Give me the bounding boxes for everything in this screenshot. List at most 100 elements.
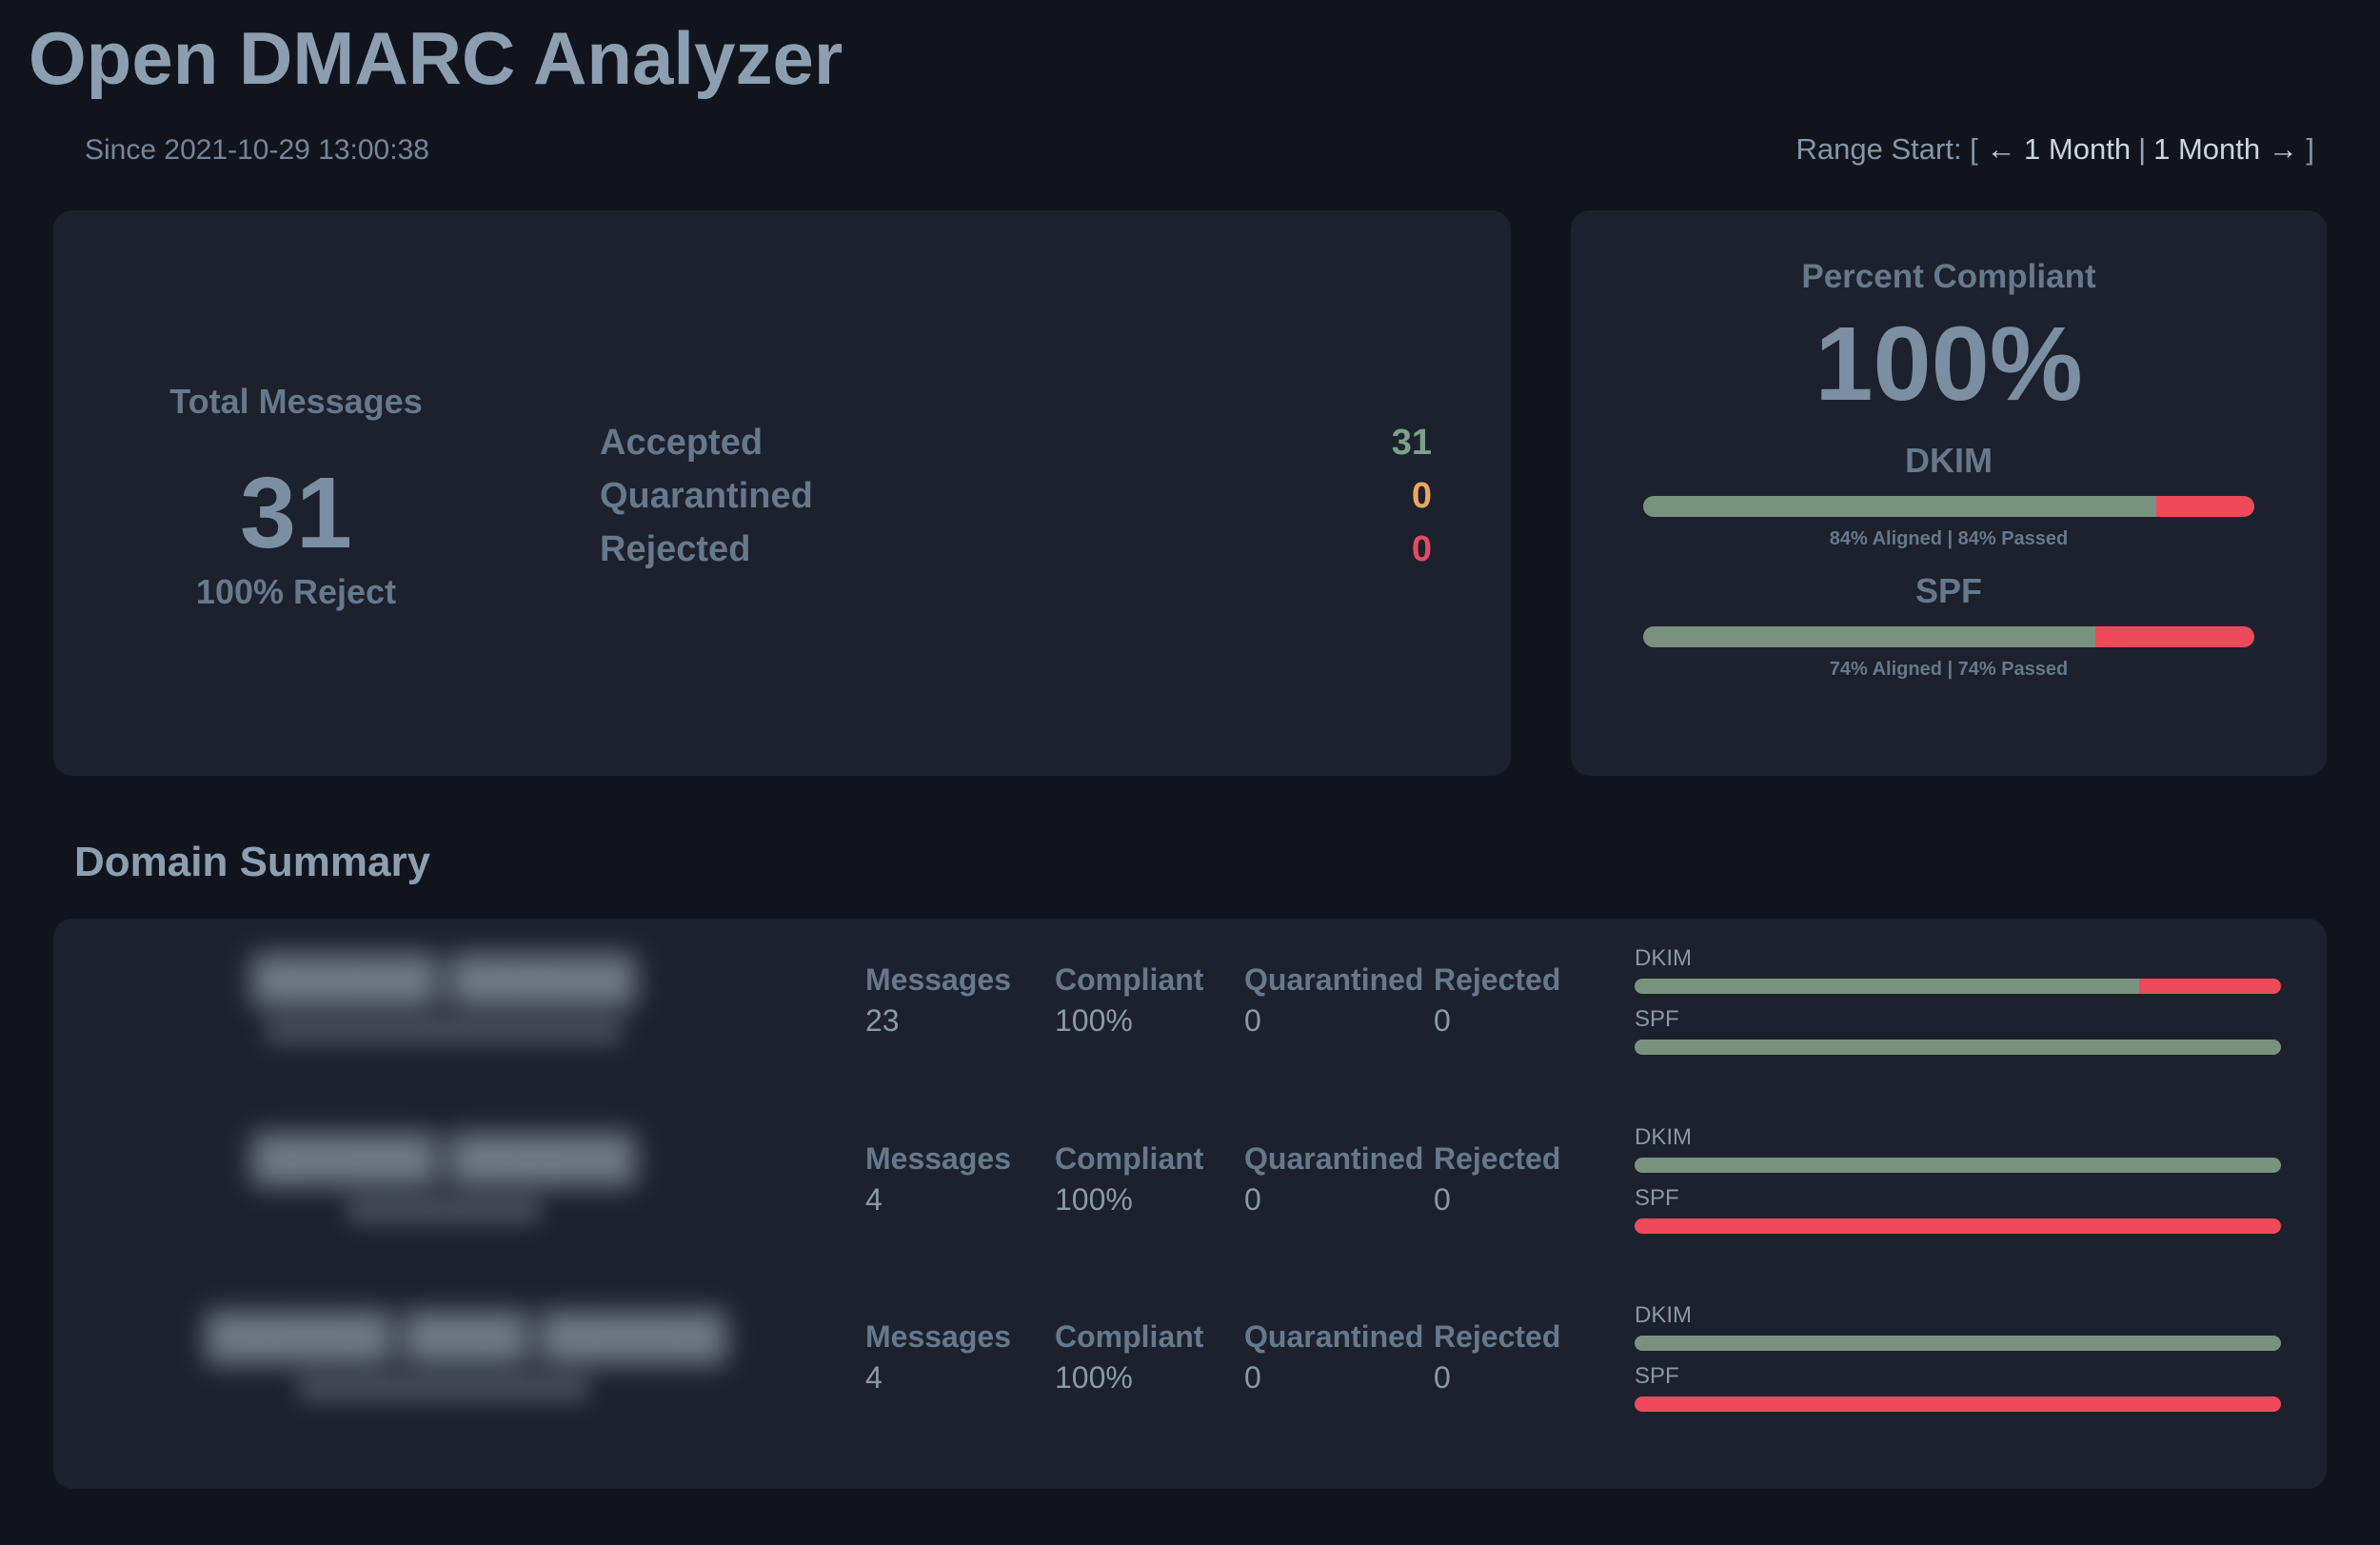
top-cards-row: Total Messages 31 100% Reject Accepted 3… xyxy=(53,210,2327,776)
domain-stat: Messages 23 xyxy=(865,962,1055,1039)
disposition-value: 0 xyxy=(1411,529,1432,569)
disposition-label: Rejected xyxy=(600,529,751,569)
domain-bar-name: DKIM xyxy=(1635,1123,1692,1150)
domain-progress-bar xyxy=(1635,1396,2281,1413)
compliance-bars: DKIM 84% Aligned | 84% Passed SPF 74% Al… xyxy=(1571,441,2327,681)
domain-stat: Compliant 100% xyxy=(1055,1141,1244,1218)
domain-stat-value: 0 xyxy=(1244,1181,1261,1217)
disposition-value: 31 xyxy=(1391,423,1432,463)
bar-red-segment xyxy=(1635,1218,2281,1234)
domain-stat-label: Rejected xyxy=(1434,1140,1561,1176)
domain-stat-value: 23 xyxy=(865,1003,900,1038)
domain-stat-value: 4 xyxy=(865,1181,883,1217)
domain-bars: DKIM SPF xyxy=(1635,1300,2281,1413)
total-messages-count: 31 xyxy=(240,457,352,569)
domain-bar-name: SPF xyxy=(1635,1184,1679,1211)
domain-stat-value: 0 xyxy=(1434,1003,1451,1038)
domain-stat-value: 0 xyxy=(1244,1003,1261,1038)
domain-name-block: ██████ ██████ ██████████████████████ xyxy=(53,943,682,1044)
domain-stat: Quarantined 0 xyxy=(1244,1141,1434,1218)
bar-green-segment xyxy=(1635,1336,2281,1352)
bar-red-segment xyxy=(2138,979,2281,994)
compliance-bar-block: DKIM 84% Aligned | 84% Passed xyxy=(1571,441,2327,550)
disposition-row: Rejected 0 xyxy=(600,523,1432,576)
domain-stat: Rejected 0 xyxy=(1434,1319,1623,1396)
domain-name-block: ██████ ██████ ████████████ xyxy=(53,1122,682,1223)
percent-compliant-title: Percent Compliant xyxy=(1801,258,2096,295)
domain-bars: DKIM SPF xyxy=(1635,1122,2281,1234)
domain-stat: Compliant 100% xyxy=(1055,962,1244,1039)
domain-summary-row: ██████ ██████ ████████████ Messages 4 Co… xyxy=(53,1122,2281,1301)
domain-stat-label: Compliant xyxy=(1055,962,1204,997)
domain-name-redacted[interactable]: ██████ ██████ xyxy=(251,954,636,1003)
compliance-bar-name: SPF xyxy=(1914,570,1982,610)
domain-summary-row: ██████ ████ ██████ ██████████████████ Me… xyxy=(53,1300,2281,1479)
domain-stat-label: Quarantined xyxy=(1244,1319,1424,1355)
compliance-bar-caption: 74% Aligned | 74% Passed xyxy=(1829,658,2069,680)
domain-subtext-redacted: ██████████████████████ xyxy=(265,1018,623,1043)
bar-green-segment xyxy=(1643,495,2157,517)
domain-stat-label: Messages xyxy=(865,1319,1011,1355)
domain-progress-bar xyxy=(1635,979,2281,994)
domain-progress-bar xyxy=(1635,1040,2281,1055)
domain-summary-row: ██████ ██████ ██████████████████████ Mes… xyxy=(53,943,2281,1122)
bar-red-segment xyxy=(2095,625,2254,647)
since-timestamp: Since 2021-10-29 13:00:38 xyxy=(85,134,429,166)
domain-stat: Rejected 0 xyxy=(1434,962,1623,1039)
domain-stat-value: 0 xyxy=(1244,1360,1261,1396)
bar-red-segment xyxy=(1635,1396,2281,1413)
reject-percent-label: 100% Reject xyxy=(195,571,397,611)
domain-name-block: ██████ ████ ██████ ██████████████████ xyxy=(53,1300,727,1401)
range-close-bracket: ] xyxy=(2306,132,2314,166)
domain-summary-title: Domain Summary xyxy=(74,839,431,885)
bar-green-segment xyxy=(1635,1157,2281,1173)
domain-stats: Messages 4 Compliant 100% Quarantined 0 … xyxy=(865,1122,1623,1218)
domain-stat-value: 4 xyxy=(865,1360,883,1396)
domain-bar-block: DKIM xyxy=(1635,945,2281,994)
domain-stats: Messages 4 Compliant 100% Quarantined 0 … xyxy=(865,1300,1623,1396)
disposition-row: Accepted 31 xyxy=(600,416,1432,469)
domain-stat-label: Compliant xyxy=(1055,1319,1204,1355)
domain-bar-name: SPF xyxy=(1635,1006,1679,1032)
domain-stat-label: Messages xyxy=(865,1140,1011,1176)
subheader: Since 2021-10-29 13:00:38 Range Start: [… xyxy=(85,132,2314,167)
domain-bar-name: DKIM xyxy=(1635,945,1692,971)
total-messages-block: Total Messages 31 100% Reject xyxy=(53,210,539,776)
range-next-month-link[interactable]: 1 Month → xyxy=(2153,132,2298,166)
domain-stat-label: Quarantined xyxy=(1244,1140,1424,1176)
domain-stat: Rejected 0 xyxy=(1434,1141,1623,1218)
range-prev-month-link[interactable]: ← 1 Month xyxy=(1986,132,2132,166)
domain-progress-bar xyxy=(1635,1336,2281,1352)
domain-stat-label: Quarantined xyxy=(1244,962,1424,997)
domain-stat-value: 100% xyxy=(1055,1003,1133,1038)
domain-bar-name: DKIM xyxy=(1635,1302,1692,1329)
domain-stat-label: Compliant xyxy=(1055,1140,1204,1176)
domain-stat-label: Messages xyxy=(865,962,1011,997)
domain-stat-label: Rejected xyxy=(1434,1319,1561,1355)
dmarc-dashboard: Open DMARC Analyzer Since 2021-10-29 13:… xyxy=(0,15,2380,1545)
percent-compliant-value: 100% xyxy=(1815,306,2083,423)
domain-name-redacted[interactable]: ██████ ██████ xyxy=(251,1132,636,1182)
domain-stat-value: 100% xyxy=(1055,1360,1133,1396)
domain-stats: Messages 23 Compliant 100% Quarantined 0… xyxy=(865,943,1623,1039)
domain-subtext-redacted: ██████████████████ xyxy=(297,1375,590,1401)
compliance-bar-block: SPF 74% Aligned | 74% Passed xyxy=(1571,571,2327,681)
domain-bars: DKIM SPF xyxy=(1635,943,2281,1055)
domain-stat-value: 0 xyxy=(1434,1181,1451,1217)
range-start-control: Range Start: [ ← 1 Month | 1 Month → ] xyxy=(1796,132,2314,167)
percent-compliant-card: Percent Compliant 100% DKIM 84% Aligned … xyxy=(1571,210,2327,776)
disposition-row: Quarantined 0 xyxy=(600,469,1432,523)
compliance-progress-bar xyxy=(1643,625,2254,647)
domain-name-redacted[interactable]: ██████ ████ ██████ xyxy=(206,1311,727,1361)
domain-stat-label: Rejected xyxy=(1434,962,1561,997)
bar-green-segment xyxy=(1643,625,2096,647)
domain-bar-block: SPF xyxy=(1635,1363,2281,1413)
range-start-label: Range Start: [ xyxy=(1795,132,1978,166)
domain-stat: Messages 4 xyxy=(865,1141,1055,1218)
bar-green-segment xyxy=(1635,979,2139,994)
domain-stat: Compliant 100% xyxy=(1055,1319,1244,1396)
disposition-label: Accepted xyxy=(600,423,764,463)
compliance-progress-bar xyxy=(1643,495,2254,517)
total-messages-card: Total Messages 31 100% Reject Accepted 3… xyxy=(53,210,1511,776)
domain-progress-bar xyxy=(1635,1157,2281,1173)
